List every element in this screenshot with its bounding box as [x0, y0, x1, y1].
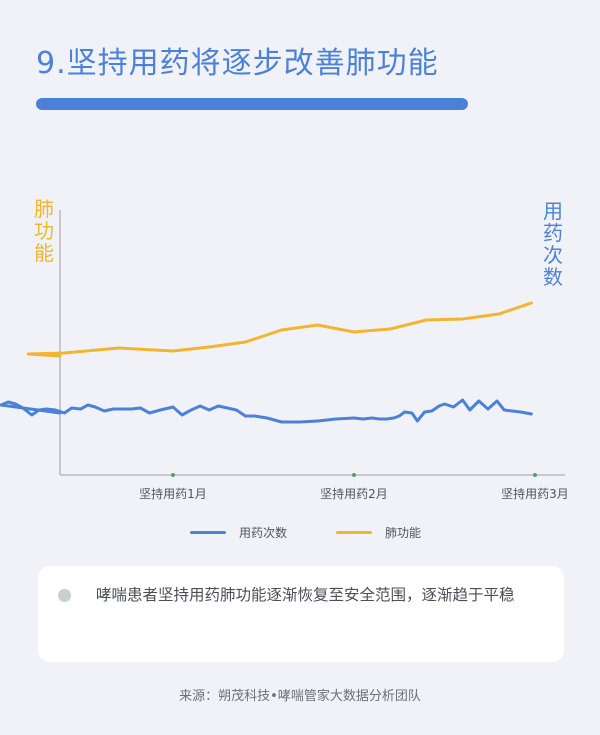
- x-tick-label-3: 坚持用药3月: [501, 486, 569, 501]
- x-tick-1: [171, 473, 175, 477]
- x-tick-3: [533, 473, 537, 477]
- series-line-lung: [26, 301, 533, 358]
- x-tick-label-2: 坚持用药2月: [320, 486, 388, 501]
- callout-text: 哮喘患者坚持用药肺功能逐渐恢复至安全范围，逐渐趋于平稳: [96, 586, 515, 604]
- x-tick-label-1: 坚持用药1月: [139, 486, 207, 501]
- legend-swatch-usage: [190, 531, 226, 534]
- y-axis-label-right: 用药次数: [543, 199, 563, 289]
- page-title: 9.坚持用药将逐步改善肺功能: [36, 46, 439, 81]
- title-underline: [36, 98, 468, 110]
- x-tick-2: [352, 473, 356, 477]
- legend-item-usage: 用药次数: [190, 524, 287, 541]
- line-chart: 坚持用药1月 坚持用药2月 坚持用药3月: [0, 210, 569, 501]
- legend-item-lung: 肺功能: [336, 524, 421, 541]
- legend-label-usage: 用药次数: [239, 526, 288, 540]
- source-note: 来源：朔茂科技•哮喘管家大数据分析团队: [179, 689, 421, 704]
- legend-label-lung: 肺功能: [385, 526, 422, 540]
- chart-legend: 用药次数 肺功能: [0, 524, 600, 544]
- callout-card: 哮喘患者坚持用药肺功能逐渐恢复至安全范围，逐渐趋于平稳: [38, 566, 564, 662]
- bullet-dot-icon: [58, 589, 71, 602]
- legend-swatch-lung: [336, 531, 372, 534]
- y-axis-label-left: 肺功能: [34, 197, 54, 265]
- series-line-usage: [0, 398, 533, 424]
